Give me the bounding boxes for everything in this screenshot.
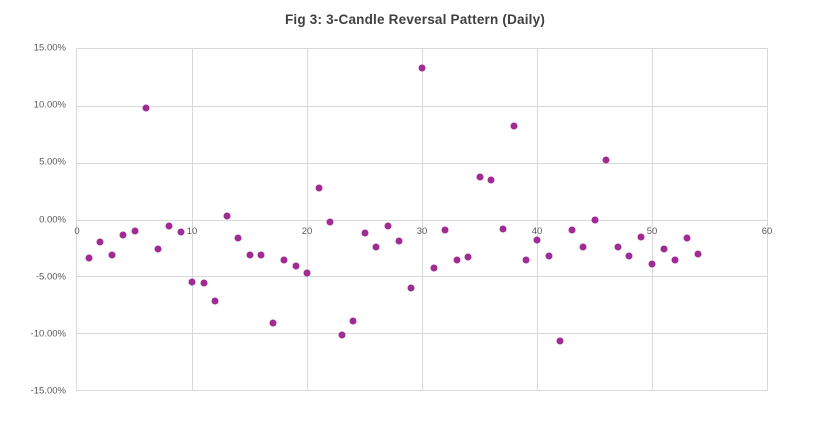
y-axis-labels: 15.00% 10.00% 5.00% 0.00% -5.00% -10.00% -15.0… <box>0 43 66 397</box>
data-point <box>694 250 702 258</box>
data-point <box>556 337 564 345</box>
x-tick-label: 20 <box>301 225 313 237</box>
data-point <box>683 234 690 242</box>
data-point <box>476 173 483 181</box>
data-point <box>533 236 541 244</box>
data-point <box>108 251 115 259</box>
data-point <box>188 278 196 286</box>
data-point <box>625 252 633 260</box>
data-point <box>487 176 495 184</box>
x-tick-label: 50 <box>646 225 658 237</box>
horizontal-gridline <box>77 276 767 278</box>
data-point <box>591 216 598 223</box>
data-point <box>614 243 621 251</box>
data-point <box>326 218 334 226</box>
data-point <box>545 252 552 260</box>
data-point <box>165 222 173 230</box>
data-point <box>671 256 679 264</box>
data-point <box>579 243 587 251</box>
data-point <box>349 317 357 325</box>
y-tick-label: -10.00% <box>30 328 66 340</box>
data-point <box>395 237 403 245</box>
chart-title: Fig 3: 3-Candle Reversal Pattern (Daily) <box>284 12 546 27</box>
x-tick-label: 40 <box>531 225 543 237</box>
data-point <box>407 284 414 292</box>
data-point <box>211 297 219 305</box>
data-point <box>119 231 127 239</box>
y-tick-label: 15.00% <box>33 42 66 54</box>
data-point <box>315 184 322 192</box>
horizontal-gridline <box>77 105 767 107</box>
data-point <box>142 104 150 112</box>
x-tick-label: 30 <box>416 225 428 237</box>
y-tick-label: 5.00% <box>39 156 66 168</box>
y-tick-label: -5.00% <box>35 271 66 283</box>
data-point <box>510 122 518 130</box>
data-point <box>602 156 610 164</box>
y-tick-label: 0.00% <box>39 214 66 225</box>
x-tick-label: 10 <box>186 225 198 237</box>
horizontal-gridline <box>77 333 767 335</box>
data-point <box>453 256 460 264</box>
horizontal-gridline <box>77 162 767 164</box>
x-tick-label: 0 <box>74 225 80 237</box>
data-point <box>303 269 311 277</box>
data-point <box>372 243 380 251</box>
data-point <box>131 227 138 235</box>
y-tick-label: 10.00% <box>33 99 66 111</box>
data-point <box>269 319 276 327</box>
horizontal-gridline <box>77 219 767 221</box>
data-point <box>361 229 368 237</box>
data-point <box>660 245 667 253</box>
data-point <box>384 222 391 230</box>
data-point <box>292 262 299 270</box>
data-point <box>154 245 161 253</box>
data-point <box>257 251 265 259</box>
data-point <box>648 260 656 268</box>
data-point <box>441 226 449 234</box>
data-point <box>85 254 92 262</box>
y-tick-label: -15.00% <box>30 385 66 397</box>
data-point <box>464 253 472 261</box>
data-point <box>522 256 529 264</box>
data-point <box>338 331 345 339</box>
data-point <box>200 279 207 287</box>
data-point <box>223 212 230 220</box>
plot-area: 0 10 20 30 40 50 60 <box>74 48 772 391</box>
data-point <box>568 226 575 234</box>
data-point <box>280 256 288 264</box>
data-point <box>177 228 184 236</box>
data-point <box>246 251 253 259</box>
data-point <box>234 234 242 242</box>
data-point <box>96 238 104 246</box>
data-point <box>499 225 506 233</box>
x-tick-label: 60 <box>761 225 773 237</box>
data-point <box>637 233 644 241</box>
data-point <box>418 64 426 72</box>
data-point <box>430 264 437 272</box>
